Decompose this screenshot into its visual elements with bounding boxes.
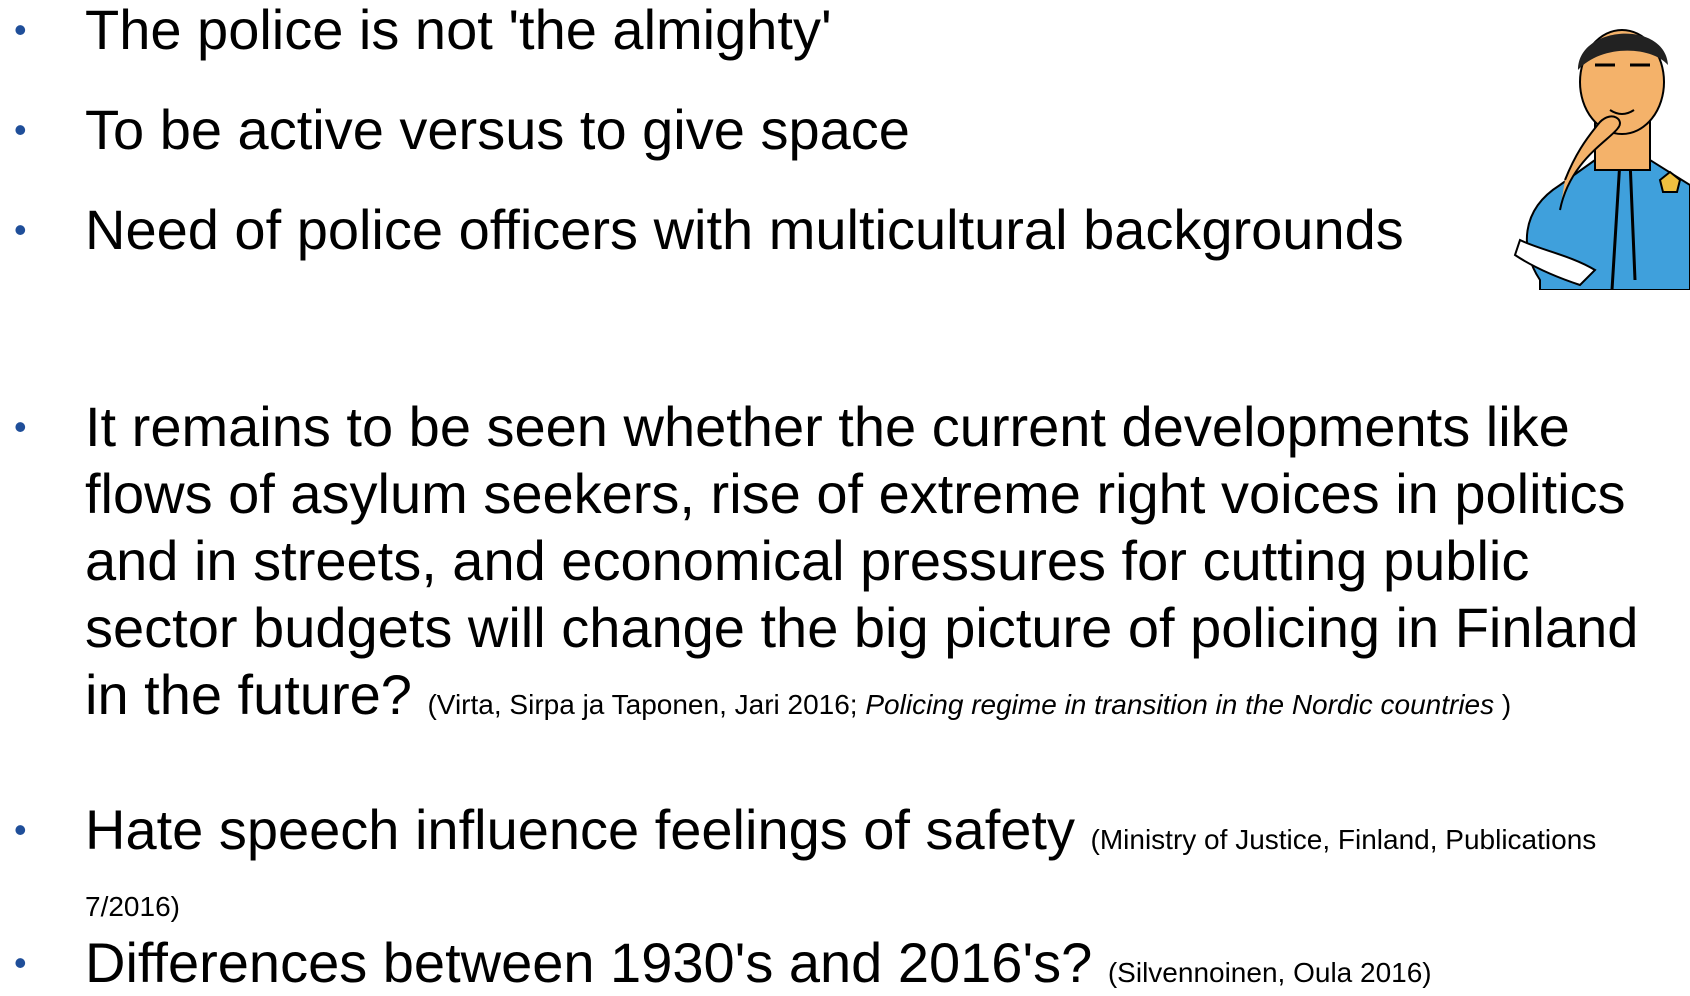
bullet-symbol: •	[14, 196, 27, 263]
bullet-text: The police is not 'the almighty'	[85, 0, 832, 61]
bullet-text: Need of police officers with multicultur…	[85, 198, 1404, 261]
citation-text: (Virta, Sirpa ja Taponen, Jari 2016;	[427, 689, 857, 720]
citation-end: )	[1502, 689, 1511, 720]
bullet-text: Hate speech influence feelings of safety	[85, 798, 1075, 861]
bullet-text-block: Need of police officers with multicultur…	[85, 196, 1685, 263]
bullet-text: Differences between 1930's and 2016's?	[85, 931, 1092, 994]
slide: • The police is not 'the almighty' • To be …	[0, 0, 1690, 989]
bullet-text: It remains to be seen whether the curren…	[85, 395, 1638, 726]
bullet-symbol: •	[14, 0, 27, 63]
bullet-symbol: •	[14, 393, 27, 460]
bullet-text-block: The police is not 'the almighty'	[85, 0, 1685, 63]
bullet-text-block: Hate speech influence feelings of safety…	[85, 796, 1685, 930]
citation-text: (Silvennoinen, Oula 2016)	[1108, 957, 1432, 988]
bullet-symbol: •	[14, 796, 27, 863]
bullet-text-block: Differences between 1930's and 2016's? (…	[85, 929, 1685, 996]
citation: (Virta, Sirpa ja Taponen, Jari 2016; Pol…	[427, 689, 1511, 720]
policeman-clipart	[1500, 10, 1690, 290]
bullet-symbol: •	[14, 929, 27, 996]
bullet-text-block: It remains to be seen whether the curren…	[85, 393, 1685, 728]
bullet-text-block: To be active versus to give space	[85, 96, 1685, 163]
citation-title: Policing regime in transition in the Nor…	[865, 689, 1494, 720]
citation: (Silvennoinen, Oula 2016)	[1108, 957, 1432, 988]
bullet-symbol: •	[14, 96, 27, 163]
bullet-text: To be active versus to give space	[85, 98, 910, 161]
